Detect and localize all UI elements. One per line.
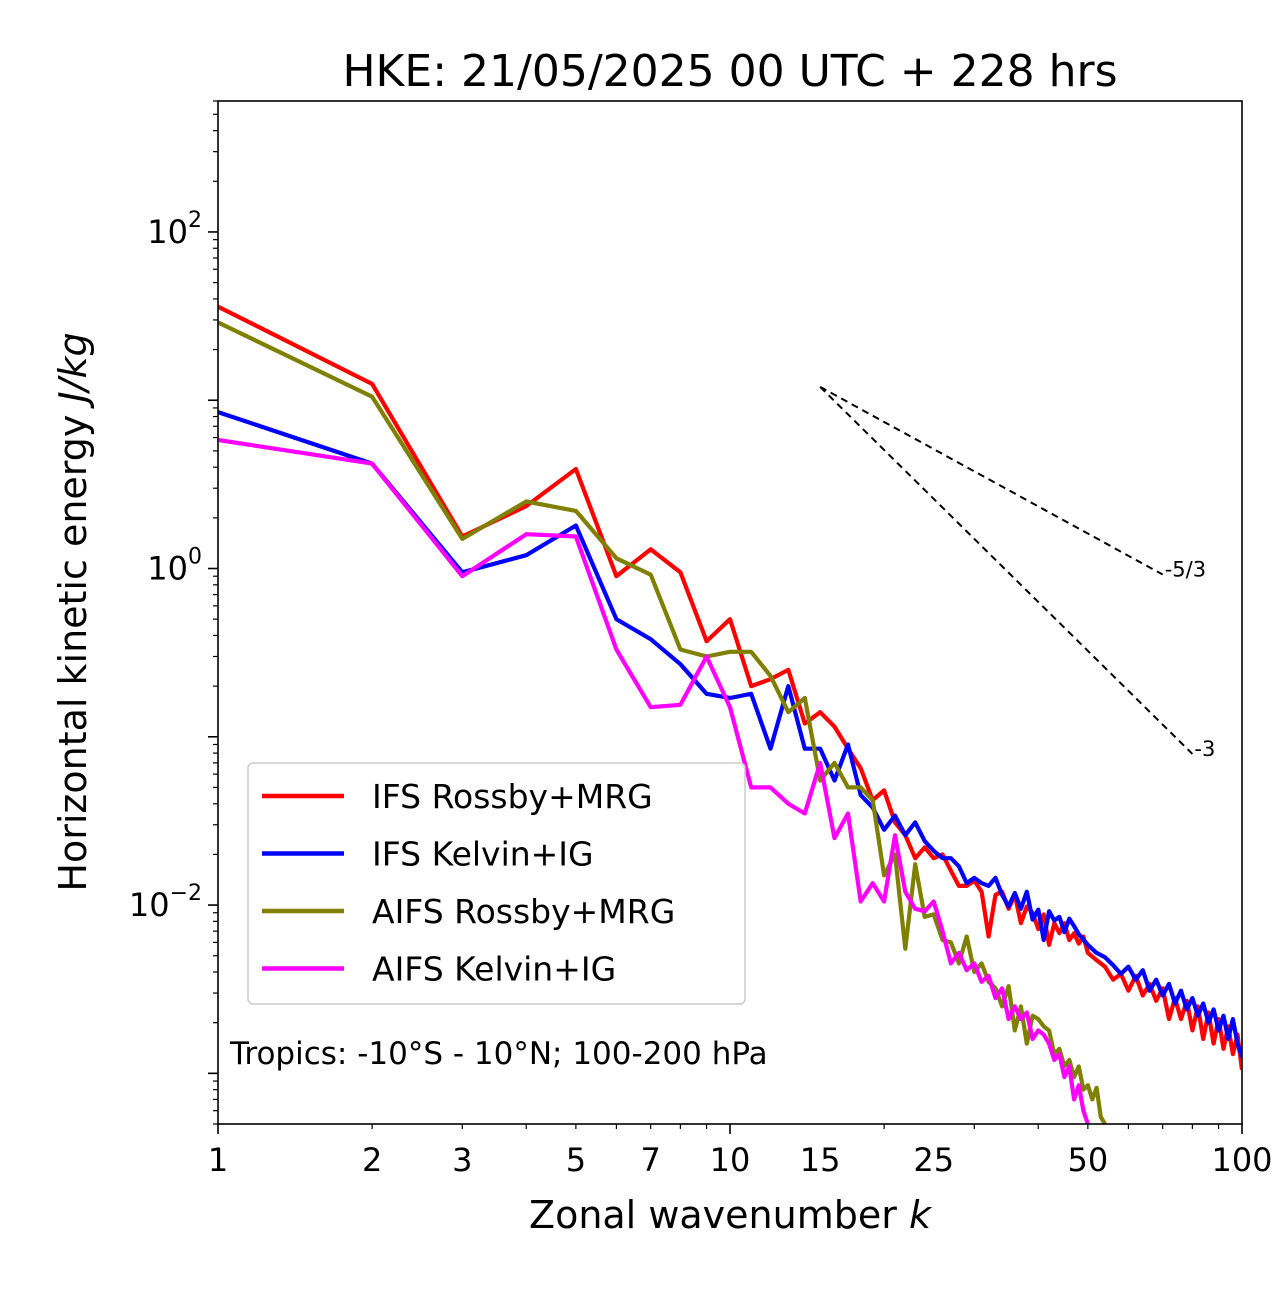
x-tick-label: 10 — [710, 1141, 751, 1179]
y-tick-label: 100 — [147, 545, 202, 588]
x-tick-label: 7 — [641, 1141, 661, 1179]
region-annotation: Tropics: -10°S - 10°N; 100-200 hPa — [229, 1036, 768, 1072]
x-tick-label: 50 — [1068, 1141, 1109, 1179]
reference-slope-label-0: -5/3 — [1165, 558, 1206, 582]
x-tick-label: 3 — [452, 1141, 472, 1179]
x-tick-label: 100 — [1211, 1141, 1272, 1179]
legend: IFS Rossby+MRG IFS Kelvin+IG AIFS Rossby+M… — [247, 762, 746, 1005]
x-tick-label: 2 — [362, 1141, 382, 1179]
series-line-3 — [218, 437, 1090, 1124]
reference-slope-line-0 — [819, 386, 1164, 576]
x-tick-label: 15 — [800, 1141, 841, 1179]
reference-slope-line-1 — [819, 386, 1194, 755]
legend-label-3: AIFS Kelvin+IG — [372, 950, 616, 989]
plot-area: -5/3 -3 — [218, 304, 1242, 1124]
y-axis-label-text: Horizontal kinetic energy — [51, 415, 95, 892]
y-axis-unit: J/kg — [51, 332, 95, 409]
x-tick-label: 5 — [566, 1141, 586, 1179]
series-line-1 — [218, 410, 1242, 1058]
legend-box — [247, 762, 746, 1005]
chart-title: HKE: 21/05/2025 00 UTC + 228 hrs — [342, 46, 1117, 97]
legend-label-1: IFS Kelvin+IG — [372, 835, 594, 874]
series-line-2 — [218, 320, 1107, 1124]
y-axis-label: Horizontal kinetic energy J/kg — [51, 332, 95, 891]
x-axis-label-text: Zonal wavenumber — [529, 1193, 897, 1237]
legend-label-0: IFS Rossby+MRG — [372, 777, 653, 816]
series-line-0 — [218, 304, 1242, 1071]
x-tick-label: 25 — [913, 1141, 954, 1179]
x-axis-label: Zonal wavenumber k — [529, 1193, 933, 1237]
reference-slope-label-1: -3 — [1194, 737, 1215, 761]
axes: 1 2 3 5 7 10 15 25 50 100 102 100 10−2 — [129, 100, 1273, 1179]
y-tick-label: 10−2 — [129, 881, 202, 924]
legend-label-2: AIFS Rossby+MRG — [372, 892, 675, 931]
x-tick-label: 1 — [208, 1141, 228, 1179]
y-tick-label: 102 — [147, 208, 202, 251]
x-axis-variable: k — [909, 1193, 933, 1237]
